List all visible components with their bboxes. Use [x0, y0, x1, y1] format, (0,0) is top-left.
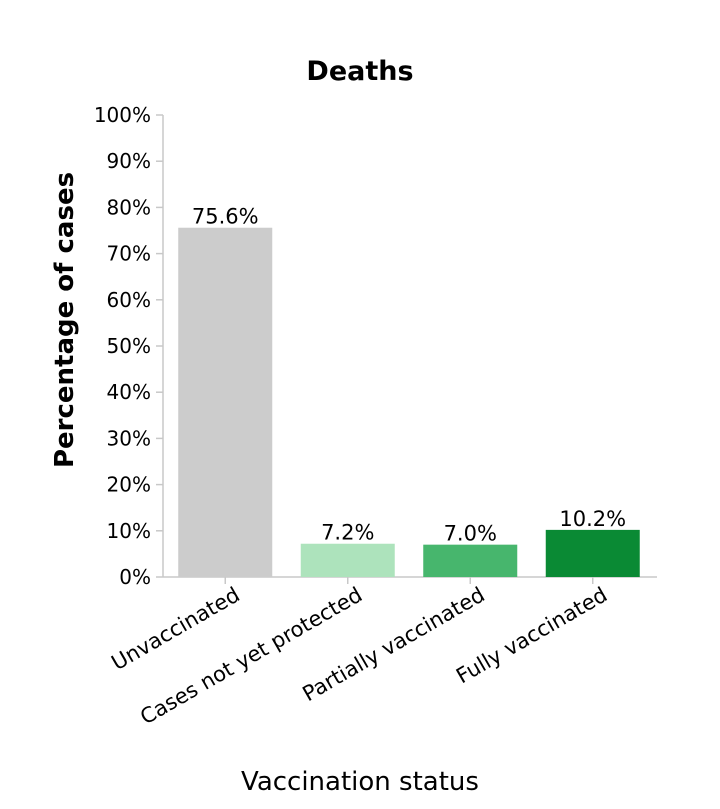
axes: 0% 10% 20% 30% 40% 50% 60% 70% 80% 90% 100% — [94, 103, 657, 589]
y-tick-label: 20% — [107, 473, 151, 497]
data-label: 7.0% — [444, 522, 497, 546]
data-label: 7.2% — [321, 521, 374, 545]
y-tick-label: 100% — [94, 103, 151, 127]
bar — [545, 529, 640, 577]
y-tick-label: 80% — [107, 195, 151, 219]
x-axis-title: Vaccination status — [241, 767, 479, 797]
bars — [178, 227, 640, 577]
data-label: 75.6% — [192, 205, 259, 229]
y-tick-label: 90% — [107, 149, 151, 173]
y-tick-label: 40% — [107, 380, 151, 404]
bar — [423, 544, 518, 577]
bar — [300, 543, 395, 577]
y-tick-label: 10% — [107, 519, 151, 543]
data-label: 10.2% — [559, 507, 626, 531]
x-tick-label: Cases not yet protected — [136, 583, 366, 730]
chart-title: Deaths — [306, 56, 413, 87]
y-tick-label: 60% — [107, 288, 151, 312]
y-tick-label: 50% — [107, 334, 151, 358]
y-tick-label: 30% — [107, 426, 151, 450]
y-tick-label: 0% — [119, 565, 151, 589]
y-tick-label: 70% — [107, 242, 151, 266]
bar — [178, 227, 273, 577]
y-axis-title: Percentage of cases — [50, 172, 80, 468]
